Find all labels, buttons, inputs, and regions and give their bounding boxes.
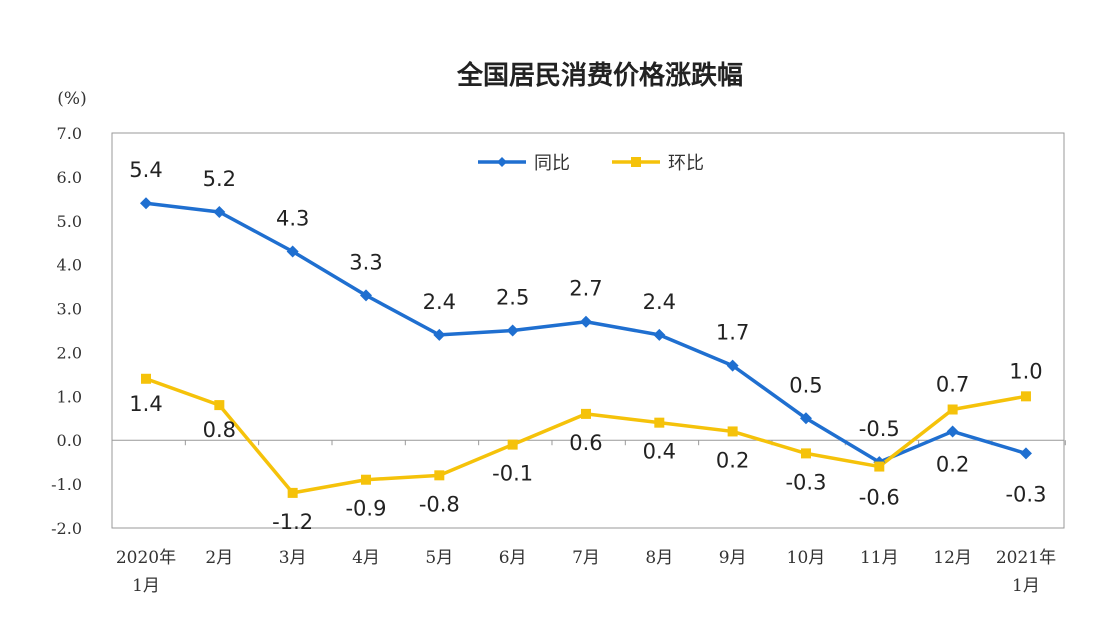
data-point-mom [434, 470, 445, 481]
x-tick-label: 10月 [787, 548, 826, 568]
legend-label: 同比 [534, 153, 570, 174]
legend-marker [631, 157, 641, 167]
x-tick-label: 2月 [205, 548, 233, 568]
data-label: -0.9 [345, 497, 386, 521]
y-tick-label: -1.0 [51, 475, 82, 494]
data-label: 1.0 [1009, 359, 1042, 383]
data-point-mom [874, 461, 885, 472]
data-point-yoy [433, 328, 446, 341]
data-point-mom [141, 373, 151, 384]
data-label: 1.7 [716, 321, 749, 345]
data-label: -0.5 [859, 417, 900, 441]
x-tick-label: 5月 [425, 548, 453, 568]
y-tick-label: 2.0 [57, 343, 82, 362]
data-label: 2.5 [496, 286, 529, 310]
data-point-yoy [213, 206, 226, 218]
data-label: 0.8 [203, 418, 236, 442]
x-tick-label: 3月 [279, 548, 307, 568]
data-label: -0.3 [1005, 482, 1046, 506]
x-tick-label: 8月 [645, 548, 673, 568]
legend-label: 环比 [668, 153, 704, 174]
x-tick-label: 1月 [1012, 576, 1040, 596]
x-tick-label: 1月 [132, 576, 160, 596]
y-tick-label: 3.0 [57, 300, 82, 319]
data-label: 3.3 [349, 250, 382, 274]
data-label: -1.2 [272, 510, 313, 534]
chart-title: 全国居民消费价格涨跌幅 [456, 60, 743, 91]
data-point-yoy [726, 359, 739, 372]
data-point-mom [947, 404, 958, 415]
data-point-mom [727, 426, 738, 437]
x-tick-label: 12月 [933, 548, 972, 568]
y-tick-label: 5.0 [57, 212, 82, 231]
data-label: -0.3 [785, 470, 826, 494]
x-tick-label: 9月 [719, 548, 747, 568]
x-tick-label: 6月 [499, 548, 527, 568]
data-label: 0.2 [716, 448, 749, 472]
data-label: -0.6 [859, 486, 900, 510]
data-point-yoy [140, 197, 152, 210]
data-point-yoy [359, 289, 372, 302]
data-point-mom [360, 474, 371, 485]
data-point-yoy [799, 412, 812, 425]
x-tick-label: 2021年 [996, 548, 1056, 568]
data-point-mom [1020, 391, 1031, 402]
x-tick-label: 7月 [572, 548, 600, 568]
y-tick-label: 6.0 [57, 168, 82, 187]
x-tick-label: 11月 [860, 548, 899, 568]
data-label: 2.7 [569, 277, 602, 301]
data-point-yoy [653, 328, 666, 341]
x-tick-label: 2020年 [116, 548, 176, 568]
data-label: 0.5 [789, 373, 822, 397]
legend-marker [497, 157, 507, 167]
data-label: 5.2 [203, 167, 236, 191]
y-tick-label: 1.0 [57, 387, 82, 406]
data-label: 0.4 [643, 440, 676, 464]
data-label: -0.1 [492, 462, 533, 486]
data-label: 4.3 [276, 207, 309, 231]
data-point-yoy [506, 324, 519, 337]
y-tick-label: 4.0 [57, 256, 82, 275]
data-label: 2.4 [643, 290, 676, 314]
data-label: 0.7 [936, 373, 969, 397]
data-point-mom [214, 400, 225, 411]
data-point-mom [507, 439, 518, 450]
y-axis-unit: (%) [57, 89, 86, 109]
x-tick-label: 4月 [352, 548, 380, 568]
data-label: 0.2 [936, 452, 969, 476]
y-tick-label: 0.0 [57, 431, 82, 450]
data-label: 1.4 [129, 392, 162, 416]
y-tick-label: 7.0 [57, 124, 82, 143]
y-tick-label: -2.0 [51, 519, 82, 538]
data-label: 5.4 [129, 158, 162, 182]
data-point-yoy [946, 425, 959, 438]
plot-frame [111, 132, 1065, 529]
data-label: -0.8 [419, 492, 460, 516]
data-point-mom [580, 408, 591, 419]
data-point-yoy [1019, 447, 1032, 460]
data-label: 0.6 [569, 431, 602, 455]
data-point-yoy [579, 315, 592, 328]
data-point-mom [287, 487, 298, 498]
data-point-yoy [286, 245, 299, 258]
data-label: 2.4 [423, 290, 456, 314]
data-point-mom [800, 448, 811, 459]
data-point-mom [654, 417, 665, 428]
